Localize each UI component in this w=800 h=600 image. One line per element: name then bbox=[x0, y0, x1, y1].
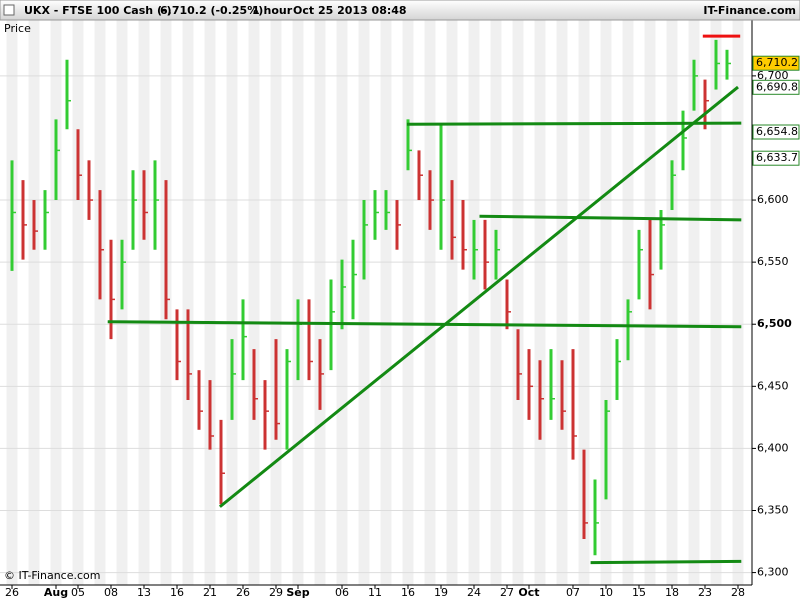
quote: 6,710.2 (-0.25%) bbox=[160, 4, 263, 17]
x-tick-label: 24 bbox=[467, 586, 481, 599]
day-stripe bbox=[578, 20, 590, 585]
interval: 1 hour bbox=[252, 4, 293, 17]
trend-line bbox=[406, 121, 742, 126]
x-tick-label: 19 bbox=[434, 586, 448, 599]
y-tick-label: 6,550 bbox=[757, 255, 789, 268]
y-tick-label: 6,450 bbox=[757, 379, 789, 392]
x-tick-label: 05 bbox=[71, 586, 85, 599]
day-stripe bbox=[534, 20, 546, 585]
day-stripe bbox=[50, 20, 62, 585]
x-tick-label: 07 bbox=[566, 586, 580, 599]
price-label: 6,654.8 bbox=[756, 125, 798, 138]
day-stripe bbox=[6, 20, 18, 585]
day-stripe bbox=[358, 20, 370, 585]
day-stripe bbox=[204, 20, 216, 585]
x-tick-label: Sep bbox=[286, 586, 309, 599]
x-tick-label: 23 bbox=[698, 586, 712, 599]
day-stripe bbox=[182, 20, 194, 585]
price-label: 6,710.2 bbox=[756, 56, 798, 69]
y-tick-label: 6,350 bbox=[757, 503, 789, 516]
day-stripe bbox=[446, 20, 458, 585]
x-tick-label: 29 bbox=[269, 586, 283, 599]
x-tick-label: 10 bbox=[599, 586, 613, 599]
day-stripe bbox=[94, 20, 106, 585]
day-stripe bbox=[556, 20, 568, 585]
y-tick-label: 6,400 bbox=[757, 441, 789, 454]
trend-line bbox=[218, 85, 739, 508]
footer: © IT-Finance.com bbox=[4, 569, 101, 582]
price-label-box bbox=[752, 55, 800, 71]
day-stripe bbox=[314, 20, 326, 585]
x-tick-label: 27 bbox=[500, 586, 514, 599]
price-label: 6,690.8 bbox=[756, 80, 798, 93]
day-stripe bbox=[380, 20, 392, 585]
header-bar bbox=[0, 0, 800, 21]
trend-line bbox=[590, 559, 742, 565]
x-tick-label: 21 bbox=[203, 586, 217, 599]
day-stripe bbox=[270, 20, 282, 585]
timestamp: Oct 25 2013 08:48 bbox=[293, 4, 407, 17]
x-tick-label: 26 bbox=[236, 586, 250, 599]
day-stripe bbox=[666, 20, 678, 585]
x-tick-label: 15 bbox=[632, 586, 646, 599]
price-label-box bbox=[752, 79, 800, 95]
x-tick-label: 26 bbox=[5, 586, 19, 599]
close-icon[interactable] bbox=[3, 4, 15, 16]
day-stripe bbox=[138, 20, 150, 585]
day-stripe bbox=[28, 20, 40, 585]
day-stripe bbox=[732, 20, 744, 585]
price-label-box bbox=[752, 150, 800, 166]
x-tick-label: 06 bbox=[335, 586, 349, 599]
y-tick-label: 6,300 bbox=[757, 566, 789, 579]
trend-line bbox=[479, 214, 742, 222]
legend: Price bbox=[4, 22, 31, 35]
day-stripe bbox=[402, 20, 414, 585]
day-stripe bbox=[72, 20, 84, 585]
x-tick-label: Aug bbox=[44, 586, 68, 599]
day-stripe bbox=[248, 20, 260, 585]
trend-line bbox=[107, 320, 742, 329]
day-stripe bbox=[424, 20, 436, 585]
price-label-box bbox=[752, 124, 800, 140]
symbol: UKX - FTSE 100 Cash (-) bbox=[24, 4, 172, 17]
brand: IT-Finance.com bbox=[703, 4, 796, 17]
day-stripe bbox=[688, 20, 700, 585]
x-tick-label: 08 bbox=[104, 586, 118, 599]
day-stripe bbox=[600, 20, 612, 585]
x-tick-label: 13 bbox=[137, 586, 151, 599]
day-stripe bbox=[226, 20, 238, 585]
x-tick-label: 16 bbox=[401, 586, 415, 599]
x-tick-label: Oct bbox=[518, 586, 539, 599]
x-tick-label: 11 bbox=[368, 586, 382, 599]
y-tick-label: 6,500 bbox=[757, 317, 792, 330]
price-label: 6,633.7 bbox=[756, 151, 798, 164]
day-stripe bbox=[490, 20, 502, 585]
y-tick-label: 6,700 bbox=[757, 69, 789, 82]
day-stripe bbox=[710, 20, 722, 585]
x-tick-label: 18 bbox=[665, 586, 679, 599]
x-tick-label: 16 bbox=[170, 586, 184, 599]
day-stripe bbox=[512, 20, 524, 585]
plot-area: 6,300 6,350 6,400 6,450 6,500 6,550 6,600 6,700… bbox=[0, 20, 800, 599]
x-tick-label: 28 bbox=[731, 586, 745, 599]
y-tick-label: 6,600 bbox=[757, 193, 789, 206]
